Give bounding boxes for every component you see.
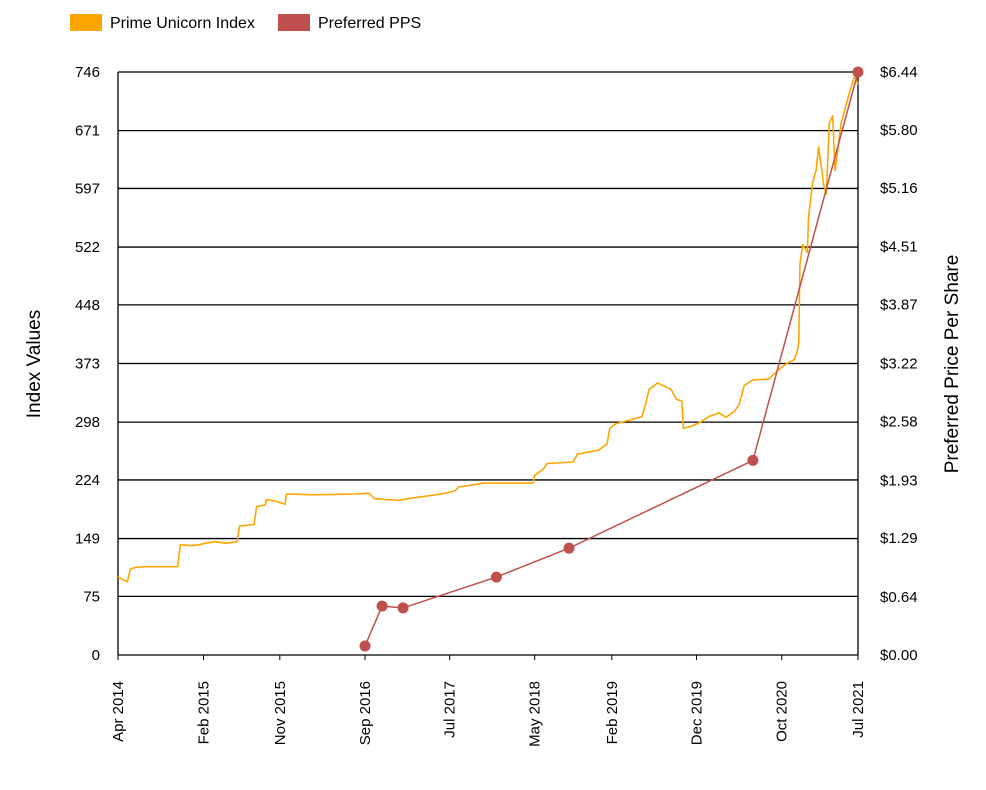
x-tick-label: May 2018 [527,681,544,747]
x-tick-label: Dec 2019 [688,681,705,745]
y-right-tick-label: $3.22 [880,356,918,373]
y-left-tick-label: 224 [75,472,100,489]
y-right-tick-label: $1.93 [880,472,918,489]
data-point-preferred-pps [563,542,575,554]
y-left-tick-label: 522 [75,239,100,256]
series-line-prime-unicorn-index [117,74,859,583]
x-tick-label: Feb 2015 [196,681,213,744]
y-right-tick-label: $1.29 [880,530,918,547]
x-tick-label: Sep 2016 [357,681,374,745]
data-point-preferred-pps [852,66,864,78]
right-axis-ticks: $0.00 $0.64 $1.29 $1.93 $2.58 $3.22 $3.87 $4.51… [880,64,918,664]
legend-swatch-preferred-pps [278,14,310,31]
y-right-tick-label: $3.87 [880,297,918,314]
left-axis-title: Index Values [24,310,45,418]
legend-swatch-prime-unicorn-index [70,14,102,31]
series-line-preferred-pps [364,71,859,647]
data-point-preferred-pps [747,454,759,466]
legend-label-prime-unicorn-index: Prime Unicorn Index [110,15,255,32]
data-point-preferred-pps [397,602,409,614]
y-right-tick-label: $0.64 [880,589,918,606]
axes [117,72,859,656]
y-right-tick-label: $0.00 [880,647,918,664]
x-tick-label: Jul 2017 [442,681,459,738]
y-left-tick-label: 448 [75,297,100,314]
data-point-preferred-pps [376,600,388,612]
y-right-tick-label: $4.51 [880,239,918,256]
y-left-tick-label: 373 [75,356,100,373]
y-left-tick-label: 746 [75,64,100,81]
y-left-tick-label: 298 [75,414,100,431]
x-tick-label: Jul 2021 [850,681,867,738]
left-axis-ticks: 0 75 149 224 298 373 448 522 597 671 746 [75,64,100,664]
series-layer [117,66,864,652]
gridlines [118,71,858,598]
y-right-tick-label: $2.58 [880,413,918,430]
y-left-tick-label: 75 [83,588,100,605]
data-point-preferred-pps [359,640,371,652]
y-left-tick-label: 671 [75,123,100,140]
x-tick-label: Nov 2015 [272,681,289,745]
y-right-tick-label: $6.44 [880,64,918,81]
y-left-tick-label: 149 [75,531,100,548]
y-left-tick-label: 0 [92,647,100,664]
x-tick-label: Apr 2014 [110,681,127,742]
y-right-tick-label: $5.80 [880,122,918,139]
data-point-preferred-pps [490,571,502,583]
x-axis-ticks: Apr 2014 Feb 2015 Nov 2015 Sep 2016 Jul 2017… [110,655,867,747]
x-tick-label: Oct 2020 [774,681,791,742]
right-axis-title: Preferred Price Per Share [942,255,963,474]
legend: Prime Unicorn Index Preferred PPS [70,14,421,32]
legend-label-preferred-pps: Preferred PPS [318,15,421,32]
y-right-tick-label: $5.16 [880,180,918,197]
y-left-tick-label: 597 [75,180,100,197]
x-tick-label: Feb 2019 [604,681,621,744]
